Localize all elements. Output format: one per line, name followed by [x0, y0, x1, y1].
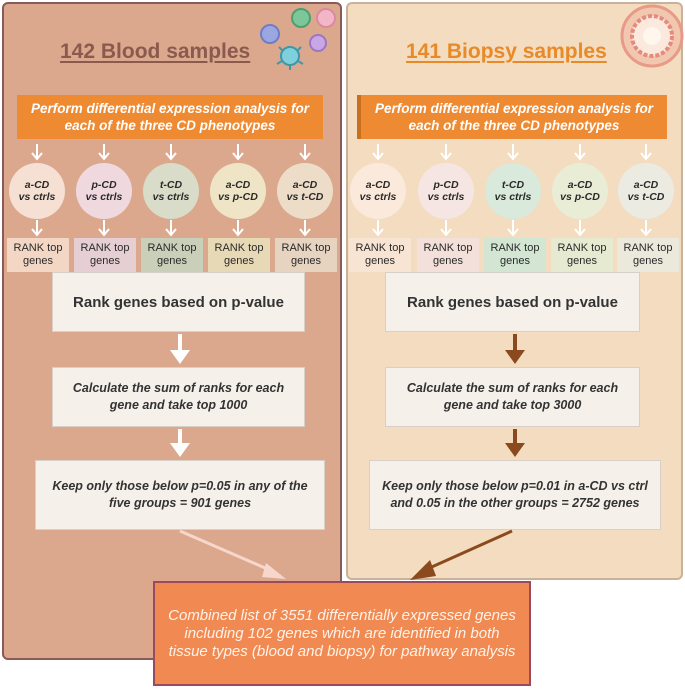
comparison-label: p-CD — [91, 179, 117, 191]
blood-comparison-circle: a-CD vs p-CD — [210, 163, 266, 219]
blood-comparison-circle: a-CD vs ctrls — [9, 163, 65, 219]
comparison-label: vs t-CD — [286, 191, 324, 203]
blood-comparison-circle: t-CD vs ctrls — [143, 163, 199, 219]
blood-rank-box: RANK top genes — [141, 238, 203, 272]
comparison-label: t-CD — [159, 179, 183, 191]
blood-comparison-circle: p-CD vs ctrls — [76, 163, 132, 219]
biopsy-rank-box: RANK top genes — [551, 238, 613, 272]
biopsy-sum-step-box: Calculate the sum of ranks for each gene… — [385, 367, 640, 427]
biopsy-comparison-circle: t-CD vs ctrls — [485, 163, 541, 219]
comparison-label: a-CD — [24, 179, 50, 191]
blood-de-analysis-box: Perform differential expression analysis… — [17, 95, 323, 139]
biopsy-rank-box: RANK top genes — [349, 238, 411, 272]
comparison-label: a-CD — [365, 179, 391, 191]
biopsy-filter-step-box: Keep only those below p=0.01 in a-CD vs … — [369, 460, 661, 530]
comparison-label: vs ctrls — [494, 191, 532, 203]
comparison-label: vs p-CD — [560, 191, 600, 203]
biopsy-comparison-circle: a-CD vs ctrls — [350, 163, 406, 219]
comparison-label: vs ctrls — [18, 191, 56, 203]
comparison-label: vs t-CD — [627, 191, 665, 203]
comparison-label: a-CD — [292, 179, 318, 191]
biopsy-comparison-circle: p-CD vs ctrls — [418, 163, 474, 219]
biopsy-rank-box: RANK top genes — [417, 238, 479, 272]
biopsy-samples-title: 141 Biopsy samples — [406, 40, 607, 63]
blood-samples-title: 142 Blood samples — [60, 40, 251, 63]
comparison-label: a-CD — [567, 179, 593, 191]
comparison-label: vs p-CD — [218, 191, 258, 203]
comparison-label: a-CD — [633, 179, 659, 191]
blood-filter-step-box: Keep only those below p=0.05 in any of t… — [35, 460, 325, 530]
comparison-label: t-CD — [501, 179, 525, 191]
blood-rank-step-box: Rank genes based on p-value — [52, 272, 305, 332]
comparison-label: vs ctrls — [85, 191, 123, 203]
biopsy-comparison-circle: a-CD vs p-CD — [552, 163, 608, 219]
combined-result-box: Combined list of 3551 differentially exp… — [153, 581, 531, 686]
blood-rank-box: RANK top genes — [7, 238, 69, 272]
blood-comparison-circle: a-CD vs t-CD — [277, 163, 333, 219]
biopsy-de-analysis-box: Perform differential expression analysis… — [357, 95, 667, 139]
biopsy-rank-box: RANK top genes — [617, 238, 679, 272]
comparison-label: vs ctrls — [427, 191, 465, 203]
comparison-label: p-CD — [433, 179, 459, 191]
comparison-label: vs ctrls — [359, 191, 397, 203]
blood-rank-box: RANK top genes — [74, 238, 136, 272]
biopsy-rank-box: RANK top genes — [484, 238, 546, 272]
blood-rank-box: RANK top genes — [275, 238, 337, 272]
comparison-label: a-CD — [225, 179, 251, 191]
biopsy-rank-step-box: Rank genes based on p-value — [385, 272, 640, 332]
blood-sum-step-box: Calculate the sum of ranks for each gene… — [52, 367, 305, 427]
blood-rank-box: RANK top genes — [208, 238, 270, 272]
comparison-label: vs ctrls — [152, 191, 190, 203]
biopsy-comparison-circle: a-CD vs t-CD — [618, 163, 674, 219]
